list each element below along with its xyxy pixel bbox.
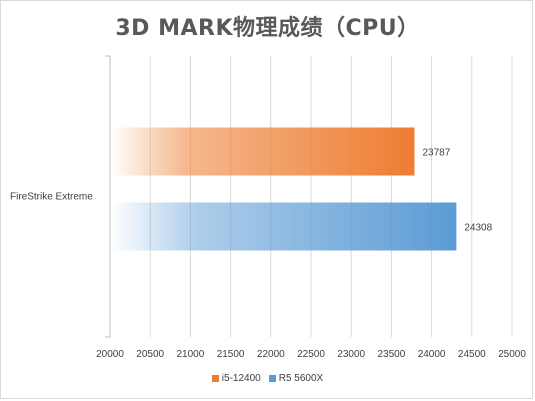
- bar-i5-12400: [110, 127, 415, 176]
- x-tick-label: 21000: [176, 349, 204, 360]
- x-tick-label: 24500: [458, 349, 486, 360]
- x-tick-label: 24000: [418, 349, 446, 360]
- legend-swatch: [211, 375, 219, 382]
- chart-title: 3D MARK物理成绩（CPU）: [115, 16, 420, 41]
- category-label: FireStrike Extreme: [10, 192, 93, 203]
- gridlines: [105, 55, 513, 338]
- legend: i5-12400 R5 5600X: [0, 373, 535, 384]
- data-label: 23787: [422, 148, 450, 159]
- x-tick-label: 23000: [337, 349, 365, 360]
- x-tick-label: 22000: [257, 349, 285, 360]
- legend-item: i5-12400: [211, 373, 261, 384]
- bars: [110, 127, 457, 251]
- x-tick-label: 25000: [498, 349, 526, 360]
- x-tick-label: 21500: [217, 349, 245, 360]
- data-label: 24308: [464, 223, 492, 234]
- legend-label: R5 5600X: [278, 373, 324, 384]
- x-tick-label: 20000: [96, 349, 124, 360]
- labels: 20000 20500 21000 21500 22000 22500 23000 23500…: [10, 148, 526, 361]
- x-tick-label: 23500: [377, 349, 405, 360]
- x-tick-label: 22500: [297, 349, 325, 360]
- bar-R5 5600X: [110, 202, 457, 251]
- legend-label: i5-12400: [221, 373, 261, 384]
- x-tick-label: 20500: [136, 349, 164, 360]
- legend-swatch: [268, 375, 276, 382]
- legend-item: R5 5600X: [268, 373, 324, 384]
